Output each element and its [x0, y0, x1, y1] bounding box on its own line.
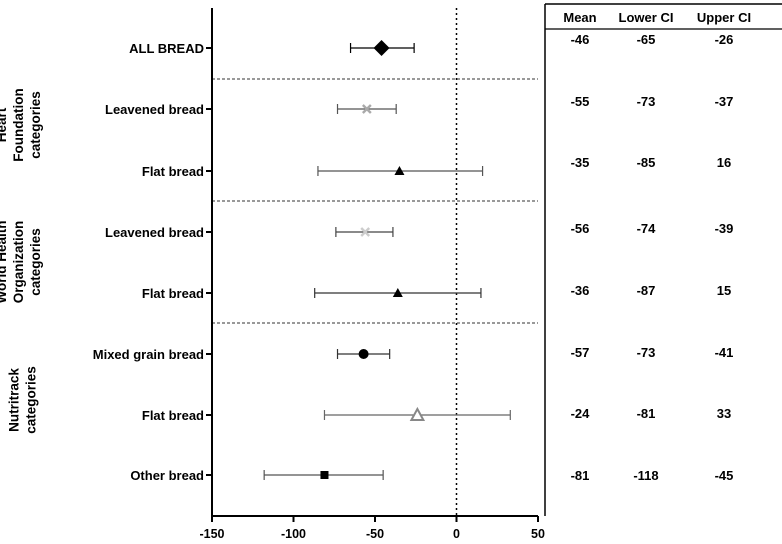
- table-value-cell: -39: [715, 221, 734, 236]
- table-value-cell: -74: [637, 221, 657, 236]
- table-header-cell: Upper CI: [697, 10, 751, 25]
- mean-marker-x: [360, 227, 371, 237]
- x-tick-label: -150: [199, 527, 224, 541]
- group-label-line: categories: [28, 91, 43, 159]
- table-value-cell: -45: [715, 468, 734, 483]
- x-tick-label: -100: [281, 527, 306, 541]
- table-value-cell: -73: [637, 94, 656, 109]
- table-value-cell: -81: [637, 406, 656, 421]
- group-label-line: categories: [28, 228, 43, 296]
- table-value-cell: -36: [571, 283, 590, 298]
- mean-marker-circle: [358, 349, 369, 359]
- group-label-line: Nutritrack: [7, 368, 22, 432]
- group-label-line: World Health: [0, 220, 9, 303]
- estimate-marks: [263, 40, 511, 480]
- row-label: Other bread: [130, 468, 204, 483]
- mean-marker-x-stroke: [360, 227, 371, 237]
- group-label-line: categories: [24, 366, 39, 434]
- group-separators: [212, 78, 538, 324]
- group-label: Nutritrack categories: [7, 366, 39, 434]
- table-value-cell: -24: [571, 406, 591, 421]
- x-tick-label: 50: [531, 527, 545, 541]
- table-value-cell: -85: [637, 155, 656, 170]
- axes: -150 -100 -50 0 50: [199, 8, 545, 541]
- table-value-cell: -55: [571, 94, 590, 109]
- table-value-cell: 15: [717, 283, 731, 298]
- mean-marker-x: [362, 104, 372, 114]
- table-value-cell: -73: [637, 345, 656, 360]
- x-tick-label: 0: [453, 527, 460, 541]
- group-label: World Health Organization categories: [0, 220, 43, 303]
- table-header-cell: Lower CI: [619, 10, 674, 25]
- mean-marker-triangle-open: [409, 406, 426, 421]
- group-label-line: Foundation: [11, 88, 26, 161]
- table-value-cell: -81: [571, 468, 590, 483]
- mean-marker-x-stroke: [362, 104, 372, 114]
- table-value-cell: -56: [571, 221, 590, 236]
- mean-marker-triangle: [392, 288, 403, 297]
- table-value-cell: -65: [637, 32, 656, 47]
- table-value-cell: -46: [571, 32, 590, 47]
- row-label: ALL BREAD: [129, 41, 204, 56]
- row-label: Leavened bread: [105, 225, 204, 240]
- table-value-cell: -26: [715, 32, 734, 47]
- table-value-cell: -35: [571, 155, 590, 170]
- mean-marker-diamond: [373, 40, 390, 56]
- row-label: Mixed grain bread: [93, 347, 204, 362]
- table-value-cell: -37: [715, 94, 734, 109]
- table-value-cell: -41: [715, 345, 734, 360]
- table-value-cell: -57: [571, 345, 590, 360]
- table-value-cell: -87: [637, 283, 656, 298]
- values-table: Mean Lower CI Upper CI -46 -65 -26 -55 -73 -37 -3…: [544, 3, 782, 516]
- group-label: Heart Foundation categories: [0, 88, 43, 161]
- mean-marker-square: [320, 471, 329, 479]
- group-label-line: Heart: [0, 107, 9, 142]
- group-label-line: Organization: [11, 221, 26, 304]
- mean-marker-triangle: [394, 166, 405, 175]
- table-value-cell: 16: [717, 155, 731, 170]
- table-header-cell: Mean: [563, 10, 596, 25]
- row-label: Flat bread: [142, 286, 204, 301]
- row-label: Leavened bread: [105, 102, 204, 117]
- row-label: Flat bread: [142, 408, 204, 423]
- table-value-cell: 33: [717, 406, 731, 421]
- table-value-cell: -118: [633, 468, 658, 483]
- row-label: Flat bread: [142, 164, 204, 179]
- row-labels: ALL BREAD Leavened bread Flat bread Leavene…: [93, 41, 204, 483]
- x-tick-label: -50: [366, 527, 384, 541]
